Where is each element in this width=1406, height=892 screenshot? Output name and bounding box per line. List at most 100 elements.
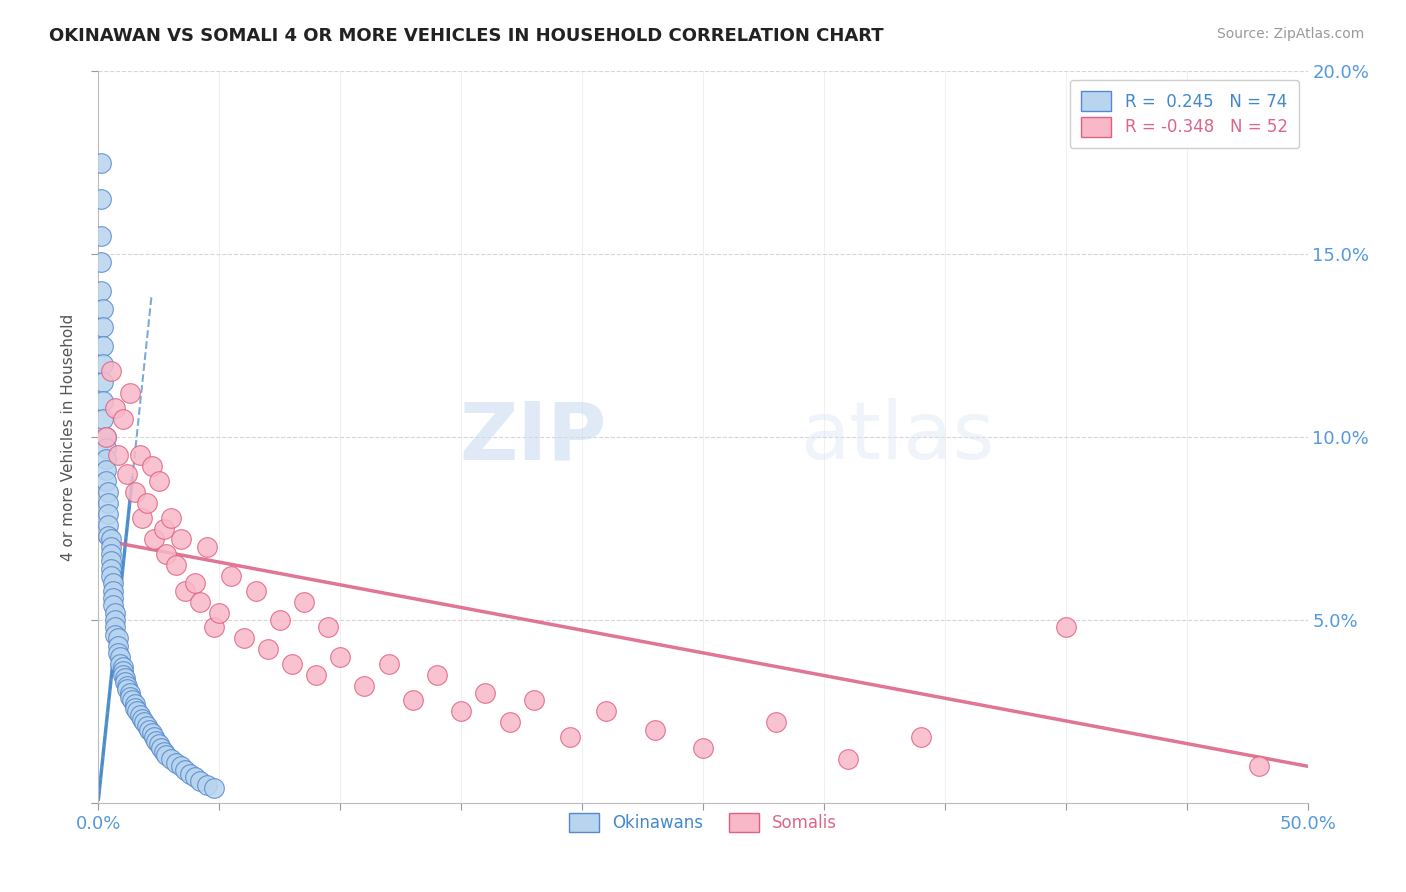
Point (131, 712, 153, 726)
Point (100, 562, 122, 576)
Point (269, 613, 291, 627)
Point (837, 752, 859, 766)
Point (127, 705, 149, 719)
Point (155, 547, 177, 561)
Point (160, 510, 183, 524)
Point (104, 627, 127, 641)
Point (101, 591, 124, 605)
Point (152, 521, 174, 535)
Point (118, 386, 141, 401)
Point (100, 364, 122, 378)
Text: ZIP: ZIP (458, 398, 606, 476)
Point (124, 697, 146, 711)
Point (117, 682, 139, 697)
Point (90, 284, 112, 298)
Point (179, 766, 201, 780)
Point (256, 642, 278, 657)
Point (101, 599, 124, 613)
Point (94, 452, 117, 467)
Point (245, 583, 267, 598)
Point (111, 664, 134, 678)
Point (174, 763, 197, 777)
Y-axis label: 4 or more Vehicles in Household: 4 or more Vehicles in Household (60, 313, 76, 561)
Point (232, 632, 254, 646)
Point (124, 700, 146, 714)
Point (121, 693, 143, 707)
Point (169, 533, 191, 547)
Point (134, 715, 156, 730)
Point (143, 730, 166, 744)
Point (692, 740, 714, 755)
Point (118, 686, 141, 700)
Point (90, 254, 112, 268)
Point (135, 496, 157, 510)
Point (1249, 759, 1271, 773)
Point (111, 667, 134, 681)
Point (91, 393, 114, 408)
Point (118, 690, 141, 704)
Point (101, 576, 124, 591)
Point (204, 781, 226, 796)
Point (174, 583, 197, 598)
Point (94, 441, 117, 455)
Point (450, 705, 472, 719)
Point (135, 719, 157, 733)
Point (104, 606, 127, 620)
Text: Source: ZipAtlas.com: Source: ZipAtlas.com (1216, 27, 1364, 41)
Point (141, 459, 163, 474)
Point (165, 558, 187, 573)
Point (97, 485, 120, 500)
Point (104, 620, 127, 634)
Point (100, 533, 122, 547)
Point (1054, 620, 1077, 634)
Point (150, 740, 173, 755)
Point (353, 679, 375, 693)
Point (94, 430, 117, 444)
Point (765, 715, 787, 730)
Point (160, 752, 183, 766)
Point (195, 540, 218, 554)
Point (111, 412, 134, 426)
Point (91, 338, 114, 352)
Point (117, 467, 139, 481)
Point (114, 675, 136, 690)
Point (316, 620, 339, 634)
Text: atlas: atlas (800, 398, 994, 476)
Point (97, 496, 120, 510)
Point (100, 569, 122, 583)
Point (91, 412, 114, 426)
Point (143, 533, 166, 547)
Point (188, 594, 211, 608)
Point (474, 686, 496, 700)
Point (91, 320, 114, 334)
Point (377, 657, 399, 671)
Point (329, 649, 352, 664)
Point (107, 448, 129, 462)
Point (169, 759, 191, 773)
Point (195, 778, 218, 792)
Point (208, 606, 231, 620)
Point (111, 660, 134, 674)
Point (114, 672, 136, 686)
Point (107, 639, 129, 653)
Point (90, 229, 112, 244)
Point (94, 430, 117, 444)
Point (104, 401, 127, 415)
Point (644, 723, 666, 737)
Point (155, 748, 177, 763)
Point (90, 156, 112, 170)
Point (94, 463, 117, 477)
Point (402, 693, 425, 707)
Point (107, 646, 129, 660)
Point (97, 507, 120, 521)
Text: OKINAWAN VS SOMALI 4 OR MORE VEHICLES IN HOUSEHOLD CORRELATION CHART: OKINAWAN VS SOMALI 4 OR MORE VEHICLES IN… (49, 27, 884, 45)
Point (100, 547, 122, 561)
Point (145, 733, 167, 747)
Point (128, 448, 150, 462)
Point (184, 770, 207, 784)
Point (97, 517, 120, 532)
Legend: Okinawans, Somalis: Okinawans, Somalis (555, 800, 851, 846)
Point (910, 730, 932, 744)
Point (184, 576, 207, 591)
Point (595, 705, 617, 719)
